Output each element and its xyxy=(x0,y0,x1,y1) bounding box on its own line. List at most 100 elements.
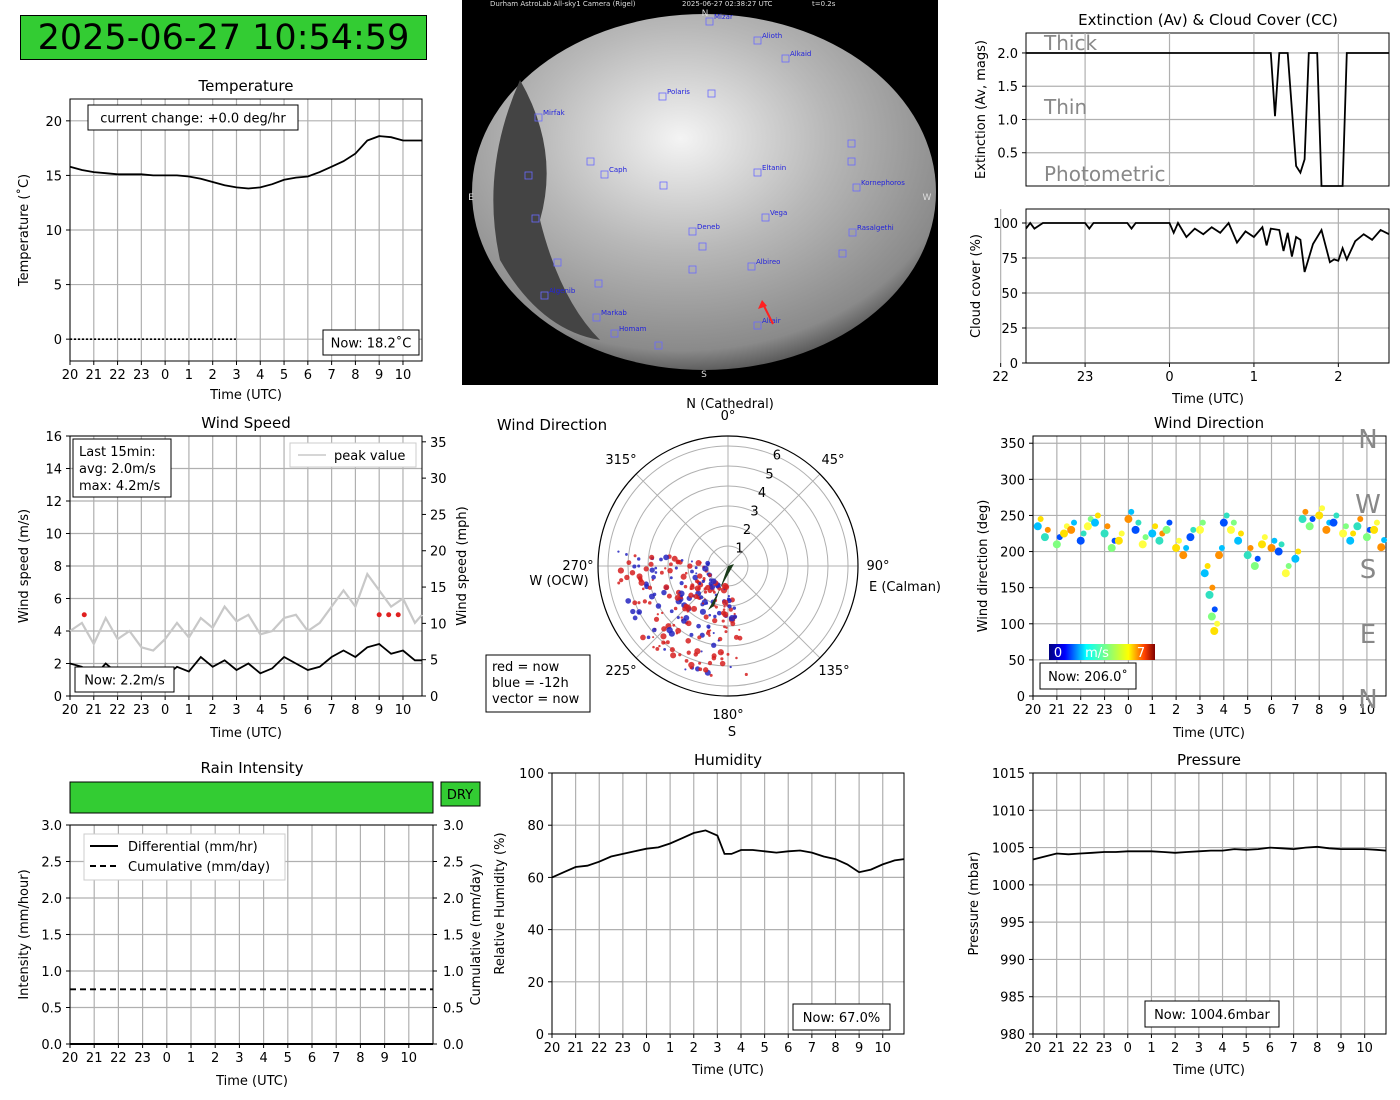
temperature-ytick-label: 15 xyxy=(45,169,62,184)
wind-dir-point xyxy=(1223,512,1230,519)
wind-dir-point xyxy=(1257,540,1266,549)
wind-polar-point-now xyxy=(666,593,672,599)
wind-polar-point-past xyxy=(713,614,717,619)
wind-polar-outer xyxy=(597,435,859,697)
rain-xtick-label: 23 xyxy=(134,1051,151,1066)
humidity-ytick-label: 100 xyxy=(519,767,544,782)
extinction-ytick-label: 0.5 xyxy=(997,147,1018,162)
wind-polar-point-past xyxy=(690,560,693,563)
wind-polar-point-now xyxy=(707,660,713,666)
wind-polar-point-now xyxy=(738,628,741,631)
pressure-xtick-label: 9 xyxy=(1337,1041,1345,1056)
wind-dir-point xyxy=(1060,529,1069,538)
wind-dir-now: Now: 206.0˚ xyxy=(1048,669,1128,685)
wind-dir-point xyxy=(1214,620,1221,627)
sky-star-label: Caph xyxy=(609,166,627,174)
wind-polar-point-past xyxy=(637,564,641,568)
wind-polar-point-now xyxy=(678,653,682,657)
wind-speed-title: Wind Speed xyxy=(201,414,291,432)
wind-polar-point-now xyxy=(697,635,702,640)
sky-star-marker xyxy=(586,157,595,166)
wind-speed-peak-marker xyxy=(376,612,382,618)
wind-polar-point-now xyxy=(637,576,643,581)
wind-polar-point-now xyxy=(709,673,713,677)
wind-dir-xtick-label: 1 xyxy=(1148,703,1156,718)
wind-polar-point-past xyxy=(708,613,712,617)
wind-speed-xlabel: Time (UTC) xyxy=(209,726,282,741)
cloud-ytick-label: 75 xyxy=(1001,252,1018,267)
sky-star-marker xyxy=(781,54,790,63)
wind-polar-point-past xyxy=(727,604,732,609)
wind-polar-point-past xyxy=(716,610,722,616)
wind-polar-point-past xyxy=(705,560,711,566)
wind-polar-point-now xyxy=(671,555,678,562)
wind-dir-ylabel: Wind direction (deg) xyxy=(976,500,991,633)
wind-polar-legend-line: blue = -12h xyxy=(492,676,569,691)
temperature-ylabel: Temperature (˚C) xyxy=(16,174,32,287)
sky-dark-region xyxy=(493,80,600,340)
sky-star-label: Mizar xyxy=(714,13,733,21)
wind-polar-point-now xyxy=(661,611,664,615)
wind-speed-legend-label: peak value xyxy=(334,449,405,464)
wind-polar-point-now xyxy=(725,626,728,629)
wind-polar-point-now xyxy=(637,601,641,605)
wind-polar-point-now xyxy=(643,566,649,572)
rain-legend-box xyxy=(83,833,286,881)
wind-dir-point xyxy=(1278,541,1285,548)
pressure-xtick-label: 20 xyxy=(1025,1041,1042,1056)
wind-dir-xtick-label: 8 xyxy=(1315,703,1323,718)
wind-polar-point-past xyxy=(625,553,628,556)
wind-dir-point xyxy=(1190,526,1197,533)
wind-speed-xtick-label: 22 xyxy=(109,703,126,718)
wind-speed-ytick-label: 8 xyxy=(54,560,62,575)
cloud-ylabel: Cloud cover (%) xyxy=(969,234,984,338)
pressure-now: Now: 1004.6mbar xyxy=(1154,1008,1270,1023)
wind-polar-point-now xyxy=(670,652,677,659)
wind-dir-point xyxy=(1226,525,1235,534)
wind-polar-point-now xyxy=(714,605,718,609)
wind-dir-point xyxy=(1107,543,1116,552)
pressure-ytick-label: 995 xyxy=(1000,916,1025,931)
wind-dir-point xyxy=(1353,522,1362,531)
temperature-frame xyxy=(69,98,423,362)
rain-xtick-label: 8 xyxy=(356,1051,364,1066)
timestamp-text: 2025-06-27 10:54:59 xyxy=(37,18,410,58)
wind-polar-angle-label: 270° xyxy=(562,559,593,574)
sky-star-marker xyxy=(534,113,543,122)
wind-dir-xtick-label: 3 xyxy=(1196,703,1204,718)
cloud-xtick-label: 22 xyxy=(992,370,1009,385)
pressure-series xyxy=(1032,845,1387,861)
wind-polar-point-past xyxy=(709,583,716,590)
rain-right-tick-label: 2.5 xyxy=(443,856,464,871)
wind-dir-xtick-label: 9 xyxy=(1339,703,1347,718)
pressure-xtick-label: 6 xyxy=(1266,1041,1274,1056)
humidity-now-box xyxy=(792,1003,891,1031)
wind-dir-point xyxy=(1339,529,1348,538)
wind-speed-right-tick-label: 25 xyxy=(430,508,447,523)
wind-polar-point-past xyxy=(700,650,703,653)
wind-polar-point-now xyxy=(687,563,693,569)
pressure-ytick-label: 990 xyxy=(1000,953,1025,968)
wind-polar-point-past xyxy=(648,593,655,600)
wind-speed-ytick-label: 2 xyxy=(54,658,62,673)
cloud-xlabel: Time (UTC) xyxy=(1171,392,1244,407)
temperature-xtick-label: 23 xyxy=(133,368,150,383)
wind-speed-right-tick-label: 15 xyxy=(430,581,447,596)
cloud-xtick-label: 23 xyxy=(1077,370,1094,385)
wind-polar-spoke xyxy=(727,473,821,567)
wind-speed-xtick-label: 23 xyxy=(133,703,150,718)
sky-star-label: Deneb xyxy=(697,223,720,231)
wind-dir-ytick-label: 150 xyxy=(1000,582,1025,597)
rain-ytick-label: 0.0 xyxy=(41,1038,62,1053)
wind-dir-colorbar-min: 0 xyxy=(1054,646,1062,661)
wind-polar-point-now xyxy=(683,584,688,589)
wind-speed-right-tick-label: 0 xyxy=(430,690,438,705)
wind-dir-colorbar-unit: m/s xyxy=(1085,646,1109,661)
wind-polar-point-past xyxy=(661,589,667,596)
wind-polar-point-now xyxy=(705,630,711,636)
sky-compass-s: S xyxy=(701,370,707,380)
cloud-xtick-label: 1 xyxy=(1250,370,1258,385)
timestamp-box: 2025-06-27 10:54:59 xyxy=(20,15,427,60)
pressure-ytick-label: 1000 xyxy=(992,879,1025,894)
wind-polar-angle-label: 135° xyxy=(818,664,849,679)
